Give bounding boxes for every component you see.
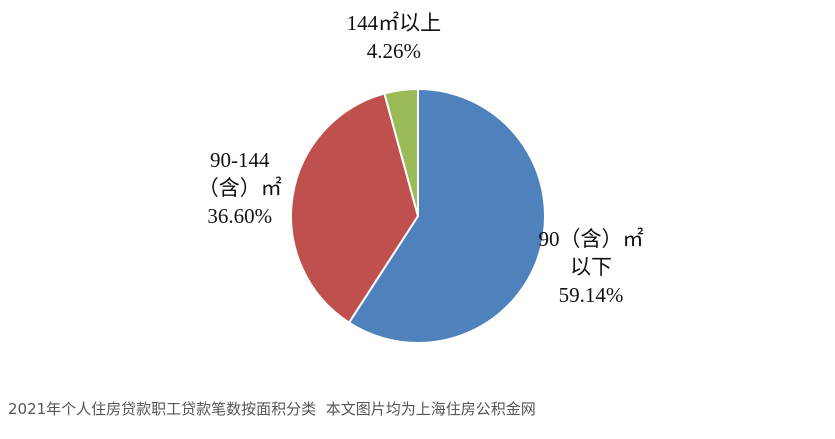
pie-slice — [290, 92, 420, 325]
chart — [290, 87, 546, 344]
category-label: 90（含）㎡ 以下 — [538, 227, 644, 280]
caption: 2021年个人住房贷款职工贷款笔数按面积分类 本文图片均为上海住房公积金网 — [8, 400, 536, 418]
slice-label: 90-144 （含）㎡ 36.60% — [198, 146, 282, 230]
category-label: 90-144 （含）㎡ — [197, 148, 282, 201]
value-label: 59.14% — [558, 283, 624, 308]
pie-slice — [347, 87, 546, 344]
slice-label: 90（含）㎡ 以下 59.14% — [538, 225, 643, 309]
value-label: 36.60% — [207, 204, 273, 229]
category-label: 144㎡以上 — [346, 11, 442, 36]
value-label: 4.26% — [366, 39, 422, 64]
pie-slice — [383, 87, 419, 217]
slice-label: 144㎡以上 4.26% — [347, 9, 442, 65]
